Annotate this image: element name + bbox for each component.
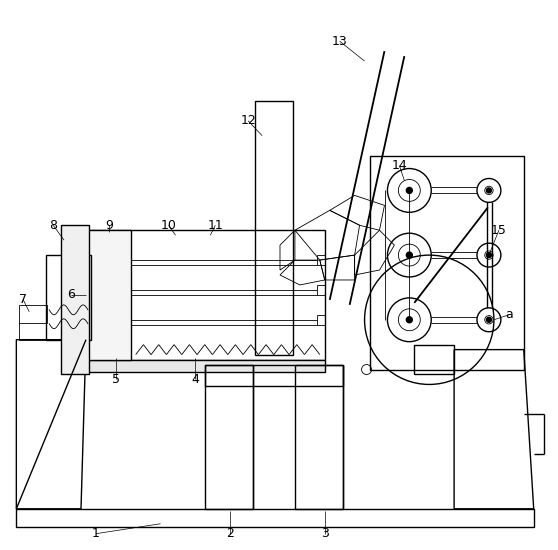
Bar bbox=[205, 365, 343, 387]
Bar bbox=[20, 305, 47, 323]
Circle shape bbox=[406, 188, 412, 194]
Bar bbox=[414, 345, 454, 375]
Bar bbox=[86, 230, 131, 360]
Text: 12: 12 bbox=[240, 114, 256, 127]
Circle shape bbox=[406, 317, 412, 323]
Bar bbox=[317, 255, 325, 265]
Text: 10: 10 bbox=[161, 219, 176, 232]
Text: 2: 2 bbox=[227, 527, 234, 540]
Text: 5: 5 bbox=[112, 373, 120, 386]
Bar bbox=[255, 101, 293, 355]
Text: 1: 1 bbox=[92, 527, 100, 540]
Circle shape bbox=[487, 317, 492, 322]
Bar bbox=[86, 360, 325, 371]
Text: 4: 4 bbox=[191, 373, 199, 386]
Bar bbox=[317, 285, 325, 295]
Bar bbox=[295, 365, 343, 509]
Text: 14: 14 bbox=[392, 159, 407, 172]
Bar bbox=[61, 226, 89, 375]
Circle shape bbox=[487, 252, 492, 257]
Text: 15: 15 bbox=[491, 224, 507, 236]
Text: 8: 8 bbox=[49, 219, 57, 232]
Text: 11: 11 bbox=[208, 219, 223, 232]
Bar bbox=[86, 230, 325, 360]
Text: a: a bbox=[505, 309, 513, 321]
Bar bbox=[369, 156, 524, 370]
Circle shape bbox=[487, 188, 492, 193]
Bar bbox=[317, 315, 325, 324]
Text: 7: 7 bbox=[20, 293, 27, 306]
Bar bbox=[16, 509, 533, 527]
Circle shape bbox=[406, 252, 412, 258]
Text: 6: 6 bbox=[67, 288, 75, 301]
Text: 3: 3 bbox=[321, 527, 329, 540]
Bar bbox=[46, 255, 91, 340]
Text: 9: 9 bbox=[105, 219, 113, 232]
Bar bbox=[205, 365, 253, 509]
Text: 13: 13 bbox=[332, 35, 348, 48]
